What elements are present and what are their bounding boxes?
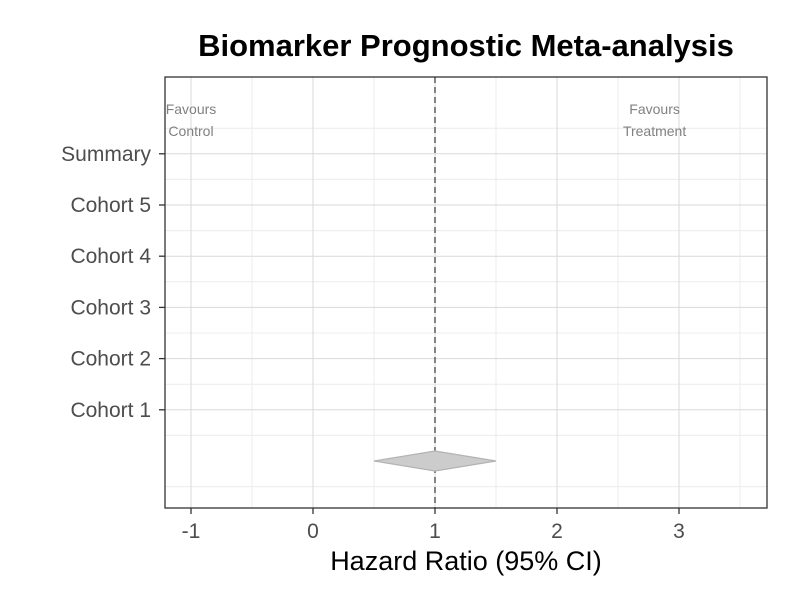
y-tick-label: Summary bbox=[61, 143, 151, 166]
plot-panel bbox=[165, 77, 767, 508]
y-tick-label: Cohort 5 bbox=[70, 194, 151, 217]
panel-border bbox=[164, 76, 768, 509]
y-tick-label: Cohort 4 bbox=[70, 245, 151, 268]
x-axis-title: Hazard Ratio (95% CI) bbox=[330, 546, 602, 576]
summary-diamond bbox=[373, 450, 497, 472]
x-tick-label: 0 bbox=[307, 520, 319, 543]
x-tick-label: 3 bbox=[673, 520, 685, 543]
y-tick-label: Cohort 2 bbox=[70, 348, 151, 371]
x-tick-label: 1 bbox=[429, 520, 441, 543]
y-tick-label: Cohort 3 bbox=[70, 296, 151, 319]
annotation-favours-treatment: Favours bbox=[629, 101, 680, 117]
annotation-favours-control: Control bbox=[168, 123, 213, 139]
y-tick-label: Cohort 1 bbox=[70, 399, 151, 422]
x-tick-label: -1 bbox=[182, 520, 201, 543]
annotation-favours-control: Favours bbox=[166, 101, 217, 117]
chart-title: Biomarker Prognostic Meta-analysis bbox=[198, 28, 734, 63]
x-tick-label: 2 bbox=[551, 520, 563, 543]
annotation-favours-treatment: Treatment bbox=[623, 123, 686, 139]
